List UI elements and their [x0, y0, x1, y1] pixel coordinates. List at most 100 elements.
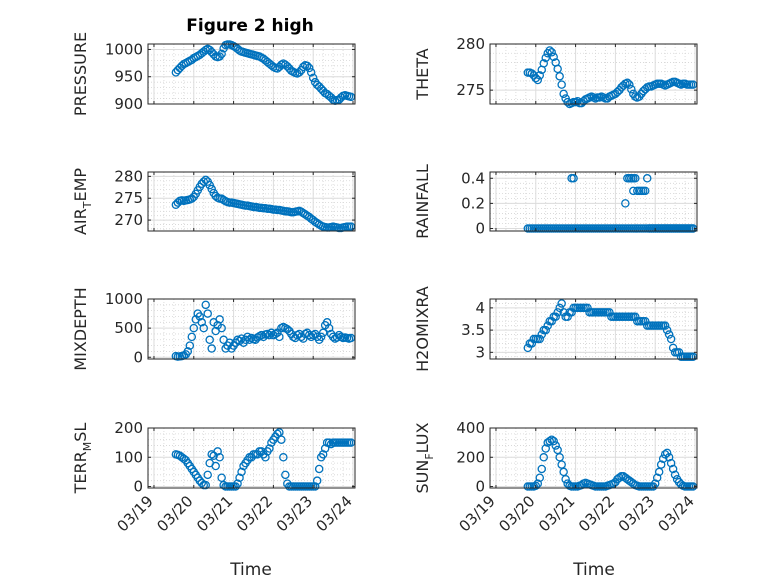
data-series	[171, 40, 356, 105]
data-series	[171, 428, 356, 491]
data-point	[215, 315, 224, 324]
y-tick-label: 950	[114, 68, 143, 86]
x-tick-label: 03/20	[495, 492, 538, 535]
data-point	[551, 312, 560, 322]
axes-box	[147, 171, 356, 232]
data-point	[652, 473, 662, 483]
data-point	[318, 328, 328, 338]
data-point	[557, 80, 566, 89]
data-point	[267, 328, 276, 338]
subplot-5: 0 500 1000 MIXDEPTH	[71, 287, 356, 371]
data-point	[531, 481, 541, 491]
figure-title: Figure 2 high	[186, 16, 314, 36]
y-tick-label: 4	[475, 299, 485, 317]
y-tick-label: 3	[475, 343, 485, 361]
data-point	[662, 448, 672, 458]
data-point	[215, 453, 224, 462]
data-point	[332, 333, 342, 342]
data-point	[201, 480, 210, 490]
y-tick-label: 0	[475, 219, 485, 237]
y-tick-label: 275	[114, 189, 143, 207]
data-point	[555, 72, 564, 81]
data-point	[275, 332, 284, 342]
x-axis-label-left: Time	[229, 560, 272, 580]
x-tick-label: 03/19	[114, 492, 157, 535]
y-tick-label: 200	[114, 419, 143, 437]
axes-box	[147, 427, 356, 489]
data-point	[535, 71, 545, 80]
y-tick-label: 1000	[105, 40, 143, 58]
data-point	[658, 454, 668, 463]
plot-area	[490, 428, 697, 488]
data-point	[308, 73, 318, 83]
data-series	[523, 174, 698, 233]
x-tick-label: 03/20	[153, 492, 196, 535]
axes-box	[489, 298, 698, 360]
y-tick-label: 280	[114, 167, 143, 185]
data-point	[662, 325, 672, 335]
subplot-1: 900 950 1000 PRESSURE	[71, 32, 356, 116]
y-tick-label: 0.2	[461, 194, 485, 212]
data-point	[235, 473, 244, 483]
y-axis-label: RAINFALL	[413, 164, 432, 239]
data-point	[185, 341, 195, 350]
axes-box	[489, 171, 698, 232]
data-point	[547, 48, 556, 57]
data-point	[668, 464, 678, 474]
data-point	[235, 336, 244, 346]
data-point	[304, 63, 314, 73]
data-point	[541, 444, 550, 453]
data-point	[666, 458, 676, 468]
y-axis-label: THETA	[413, 48, 432, 100]
data-point	[203, 470, 212, 480]
data-point	[631, 174, 640, 183]
data-point	[541, 53, 550, 63]
y-tick-label: 0	[133, 348, 143, 366]
data-point	[573, 96, 582, 106]
data-point	[201, 300, 210, 310]
data-series	[171, 175, 356, 233]
data-point	[664, 330, 674, 339]
data-point	[189, 323, 199, 333]
plot-area	[490, 172, 697, 231]
data-point	[533, 479, 543, 488]
data-point	[320, 444, 330, 453]
data-point	[563, 97, 572, 107]
data-point	[627, 174, 636, 183]
data-point	[670, 470, 680, 480]
y-tick-label: 0.4	[461, 169, 485, 187]
data-point	[277, 435, 286, 444]
data-point	[561, 474, 570, 484]
data-series	[523, 46, 698, 109]
y-tick-label: 500	[114, 319, 143, 337]
data-point	[207, 344, 216, 353]
data-point	[642, 174, 652, 183]
data-point	[545, 46, 554, 55]
y-axis-label: AIRTEMP	[71, 168, 94, 235]
axes-box	[147, 298, 356, 360]
data-series	[523, 299, 698, 362]
axes-box	[147, 43, 356, 105]
data-point	[197, 478, 206, 488]
data-point	[641, 186, 650, 196]
data-point	[533, 75, 543, 85]
data-point	[539, 59, 548, 68]
data-point	[314, 464, 324, 474]
data-point	[201, 175, 210, 185]
y-tick-label: 275	[456, 81, 485, 99]
data-point	[281, 470, 290, 480]
data-point	[326, 439, 336, 449]
data-point	[197, 318, 206, 327]
y-tick-label: 900	[114, 95, 143, 113]
data-point	[625, 80, 634, 89]
x-tick-label: 03/23	[273, 492, 316, 535]
y-axis-label: PRESSURE	[71, 32, 90, 116]
y-axis-label: MIXDEPTH	[71, 287, 90, 370]
y-tick-label: 200	[456, 448, 485, 466]
data-point	[213, 447, 222, 456]
x-tick-label: 03/21	[535, 492, 578, 535]
data-point	[656, 460, 666, 469]
y-tick-label: 0	[133, 478, 143, 496]
data-point	[666, 334, 676, 344]
